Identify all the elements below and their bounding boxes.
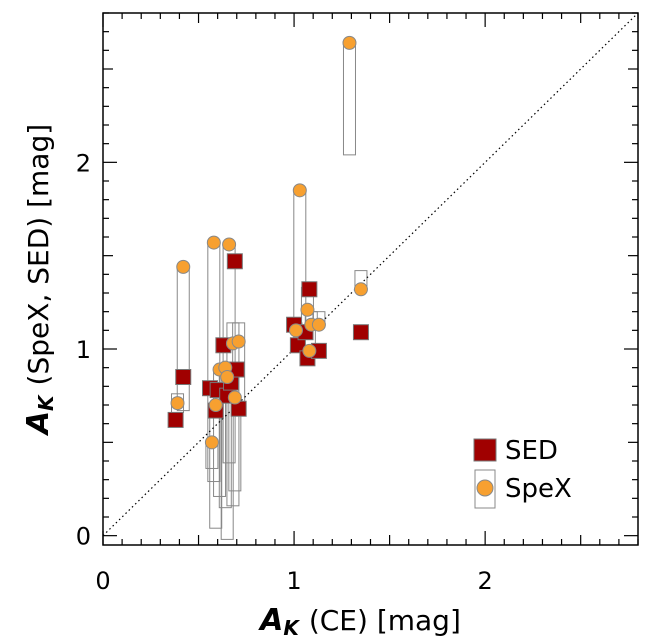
range-boxes <box>171 42 368 540</box>
identity-line <box>102 12 639 537</box>
x-axis-title: AK (CE) [mag] <box>258 603 461 640</box>
sed-point-17 <box>352 324 369 341</box>
legend-sed-marker <box>473 438 497 462</box>
spex-point-2 <box>204 435 219 450</box>
y-axis-title: AK(SpeX, SED) [mag] <box>21 124 58 436</box>
x-tick-label-0: 0 <box>95 567 110 595</box>
spex-point-4 <box>208 398 223 412</box>
axis-labels: AK (CE) [mag] AK(SpeX, SED) [mag] <box>21 124 461 640</box>
spex-point-17 <box>311 317 326 332</box>
y-tick-label-0: 0 <box>76 523 91 551</box>
identity-dotted-line <box>102 12 639 537</box>
sed-point-1 <box>175 369 192 385</box>
axes: 0 1 2 0 1 2 <box>76 12 639 595</box>
x-tick-label-1: 1 <box>286 567 301 595</box>
sed-point-0 <box>167 411 184 428</box>
spex-point-8 <box>222 237 237 252</box>
spex-point-7 <box>220 370 235 384</box>
spex-point-10 <box>227 390 242 405</box>
spex-point-11 <box>231 334 246 349</box>
spex-markers <box>170 35 368 450</box>
spex-point-0 <box>170 396 185 411</box>
sed-point-8 <box>226 253 243 270</box>
spex-point-13 <box>292 183 307 198</box>
legend-spex-label: SpeX <box>505 474 572 504</box>
spex-point-1 <box>176 259 191 274</box>
y-tick-label-2: 2 <box>76 149 91 177</box>
legend-spex-box <box>474 469 496 509</box>
y-tick-label-1: 1 <box>76 336 91 364</box>
legend-spex-marker <box>476 479 494 497</box>
sed-point-15 <box>301 281 318 298</box>
x-tick-label-2: 2 <box>478 567 493 595</box>
spex-point-12 <box>288 323 303 338</box>
spex-point-3 <box>206 235 221 250</box>
spex-point-14 <box>300 302 315 317</box>
legend: SED SpeX <box>473 436 572 509</box>
spex-range-box-1 <box>176 266 190 412</box>
spex-point-19 <box>353 282 368 297</box>
spex-range-box-18 <box>342 42 356 156</box>
spex-point-18 <box>342 35 357 50</box>
spex-point-15 <box>302 343 317 358</box>
sed-markers <box>167 253 369 428</box>
legend-sed-label: SED <box>505 436 558 466</box>
